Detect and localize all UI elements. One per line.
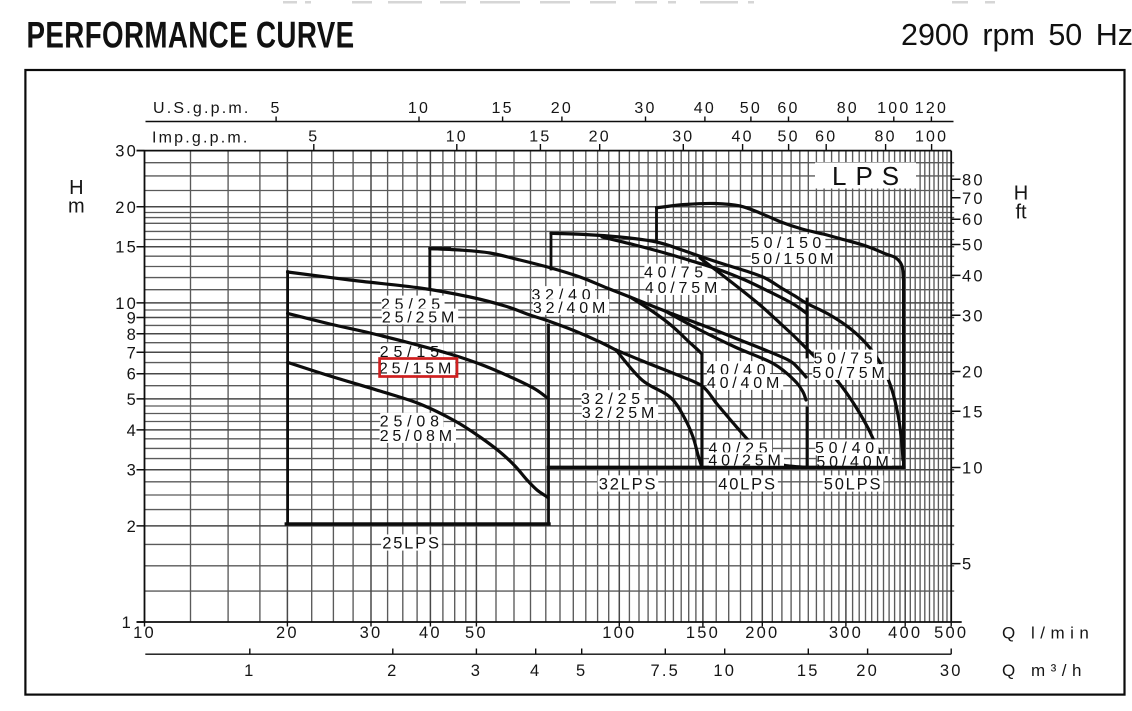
svg-text:Q l/min: Q l/min: [1002, 624, 1094, 643]
svg-text:50/75M: 50/75M: [812, 365, 888, 382]
svg-text:10: 10: [408, 100, 430, 117]
svg-text:50/40: 50/40: [815, 440, 879, 457]
svg-text:2900 rpm 50 Hz: 2900 rpm 50 Hz: [901, 18, 1132, 52]
svg-text:500: 500: [934, 624, 968, 642]
svg-text:15: 15: [529, 129, 551, 146]
svg-text:50LPS: 50LPS: [824, 475, 883, 493]
svg-text:LPS: LPS: [832, 161, 908, 191]
svg-text:80: 80: [837, 100, 859, 117]
svg-text:40: 40: [419, 624, 442, 642]
svg-text:15: 15: [962, 403, 985, 421]
svg-text:40/75: 40/75: [644, 264, 708, 281]
svg-text:20: 20: [551, 100, 573, 117]
svg-text:50: 50: [465, 624, 488, 642]
svg-text:ft: ft: [1015, 202, 1027, 224]
svg-text:50: 50: [740, 100, 762, 117]
svg-text:10: 10: [133, 624, 156, 642]
svg-text:7.5: 7.5: [651, 662, 681, 680]
svg-text:5: 5: [576, 662, 587, 680]
svg-text:H: H: [69, 177, 83, 199]
svg-text:2: 2: [387, 662, 398, 680]
svg-text:30: 30: [360, 624, 383, 642]
svg-text:7: 7: [127, 344, 138, 362]
svg-text:m: m: [68, 196, 85, 218]
svg-text:10: 10: [446, 129, 468, 146]
svg-text:15: 15: [797, 662, 820, 680]
svg-text:5: 5: [127, 391, 138, 409]
svg-text:30: 30: [672, 129, 694, 146]
svg-text:3: 3: [471, 662, 482, 680]
svg-text:80: 80: [874, 129, 896, 146]
svg-text:4: 4: [127, 422, 138, 440]
svg-text:20: 20: [115, 199, 138, 217]
svg-text:32LPS: 32LPS: [599, 475, 658, 493]
svg-text:20: 20: [276, 624, 299, 642]
svg-text:40: 40: [731, 129, 753, 146]
svg-text:300: 300: [829, 624, 863, 642]
svg-text:70: 70: [962, 190, 985, 208]
svg-text:32/25: 32/25: [581, 391, 645, 408]
svg-text:20: 20: [589, 129, 611, 146]
svg-text:40/40M: 40/40M: [707, 375, 783, 392]
svg-text:80: 80: [962, 171, 985, 189]
svg-text:32/40M: 32/40M: [533, 300, 609, 317]
svg-text:50: 50: [962, 237, 985, 255]
svg-text:120: 120: [915, 100, 948, 117]
svg-text:5: 5: [271, 100, 282, 117]
svg-text:H: H: [1014, 183, 1028, 205]
svg-text:50/75: 50/75: [813, 350, 877, 367]
svg-text:10: 10: [115, 295, 138, 313]
svg-text:20: 20: [962, 364, 985, 382]
svg-text:25/15M: 25/15M: [379, 360, 455, 377]
svg-text:40LPS: 40LPS: [718, 475, 777, 493]
svg-text:8: 8: [127, 326, 138, 344]
svg-text:4: 4: [530, 662, 541, 680]
svg-text:3: 3: [127, 462, 138, 480]
svg-text:400: 400: [888, 624, 922, 642]
svg-text:PERFORMANCE CURVE: PERFORMANCE CURVE: [27, 14, 355, 56]
svg-text:Imp.g.p.m.: Imp.g.p.m.: [152, 130, 250, 147]
svg-text:40: 40: [962, 267, 985, 285]
svg-text:9: 9: [127, 310, 138, 328]
svg-text:100: 100: [602, 624, 636, 642]
svg-text:5: 5: [962, 556, 973, 574]
svg-text:25/08: 25/08: [380, 414, 444, 431]
svg-text:50/150: 50/150: [750, 235, 825, 252]
svg-text:25/25M: 25/25M: [382, 309, 458, 326]
svg-text:60: 60: [815, 129, 837, 146]
svg-text:2: 2: [127, 518, 138, 536]
svg-text:30: 30: [634, 100, 656, 117]
svg-text:200: 200: [745, 624, 779, 642]
svg-text:40/75M: 40/75M: [645, 280, 721, 297]
svg-text:50: 50: [777, 129, 799, 146]
svg-text:60: 60: [777, 100, 799, 117]
svg-text:150: 150: [686, 624, 720, 642]
svg-text:15: 15: [491, 100, 513, 117]
svg-text:6: 6: [127, 366, 138, 384]
svg-text:40/25M: 40/25M: [708, 452, 784, 469]
svg-text:30: 30: [940, 662, 963, 680]
svg-text:25/08M: 25/08M: [380, 428, 456, 445]
svg-text:30: 30: [962, 307, 985, 325]
svg-text:30: 30: [115, 143, 138, 161]
svg-text:5: 5: [308, 129, 319, 146]
svg-text:60: 60: [962, 211, 985, 229]
svg-text:Q m³/h: Q m³/h: [1002, 661, 1087, 680]
svg-text:20: 20: [856, 662, 879, 680]
svg-text:100: 100: [877, 100, 910, 117]
svg-text:100: 100: [915, 129, 948, 146]
svg-text:50/150M: 50/150M: [751, 251, 837, 268]
svg-text:10: 10: [713, 662, 736, 680]
svg-text:25LPS: 25LPS: [382, 534, 441, 552]
svg-text:U.S.g.p.m.: U.S.g.p.m.: [153, 100, 251, 117]
svg-text:32/25M: 32/25M: [582, 405, 658, 422]
svg-text:1: 1: [244, 662, 255, 680]
svg-text:15: 15: [115, 239, 138, 257]
svg-text:1: 1: [122, 614, 133, 632]
svg-text:40: 40: [694, 100, 716, 117]
svg-text:10: 10: [962, 460, 985, 478]
